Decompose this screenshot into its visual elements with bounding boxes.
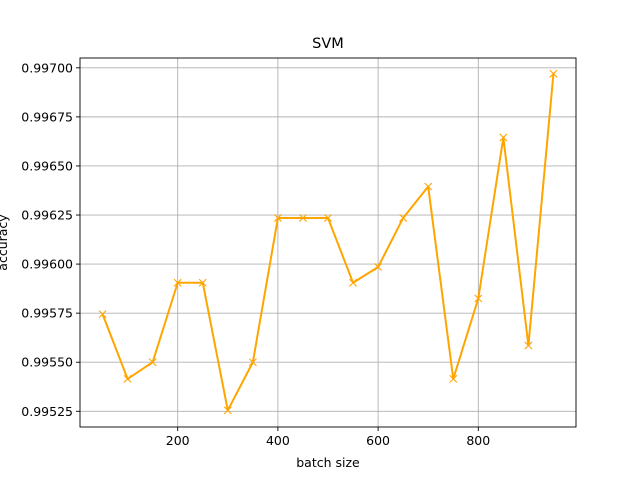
data-point [524,341,533,350]
data-point [173,278,182,287]
plot-frame [79,57,577,428]
data-point [223,406,232,415]
data-point [98,310,107,319]
data-point [374,263,383,272]
y-tick-label: 0.99525 [21,404,73,419]
series-layer [98,69,558,415]
y-tick-label: 0.99550 [21,355,73,370]
data-point [349,278,358,287]
data-point [273,213,282,222]
data-point [298,213,307,222]
x-tick-label: 400 [266,433,290,448]
data-point [449,374,458,383]
x-tick-label: 200 [166,433,190,448]
data-point [424,182,433,191]
x-tick-label: 800 [466,433,490,448]
y-axis-label: accuracy [0,214,10,271]
y-tick-label: 0.99625 [21,208,73,223]
data-point [324,213,332,222]
data-point [148,358,157,367]
grid-lines [80,58,576,427]
data-point [499,133,508,142]
data-point [198,278,207,287]
x-axis-label: batch size [296,455,360,470]
y-tick-label: 0.99700 [21,60,73,75]
data-point [474,294,483,303]
y-tick-label: 0.99600 [21,257,73,272]
y-tick-label: 0.99575 [21,306,73,321]
data-point [549,69,558,78]
chart-title: SVM [312,36,344,52]
x-tick-label: 600 [366,433,390,448]
data-point [123,374,132,383]
axis-ticks: 200 400 600 800 0.99525 0.99550 0.99575 0.99600… [21,60,490,448]
data-point [248,358,257,367]
data-point [399,213,408,222]
y-tick-label: 0.99675 [21,109,73,124]
y-tick-label: 0.99650 [21,158,73,173]
series-line [101,73,555,412]
